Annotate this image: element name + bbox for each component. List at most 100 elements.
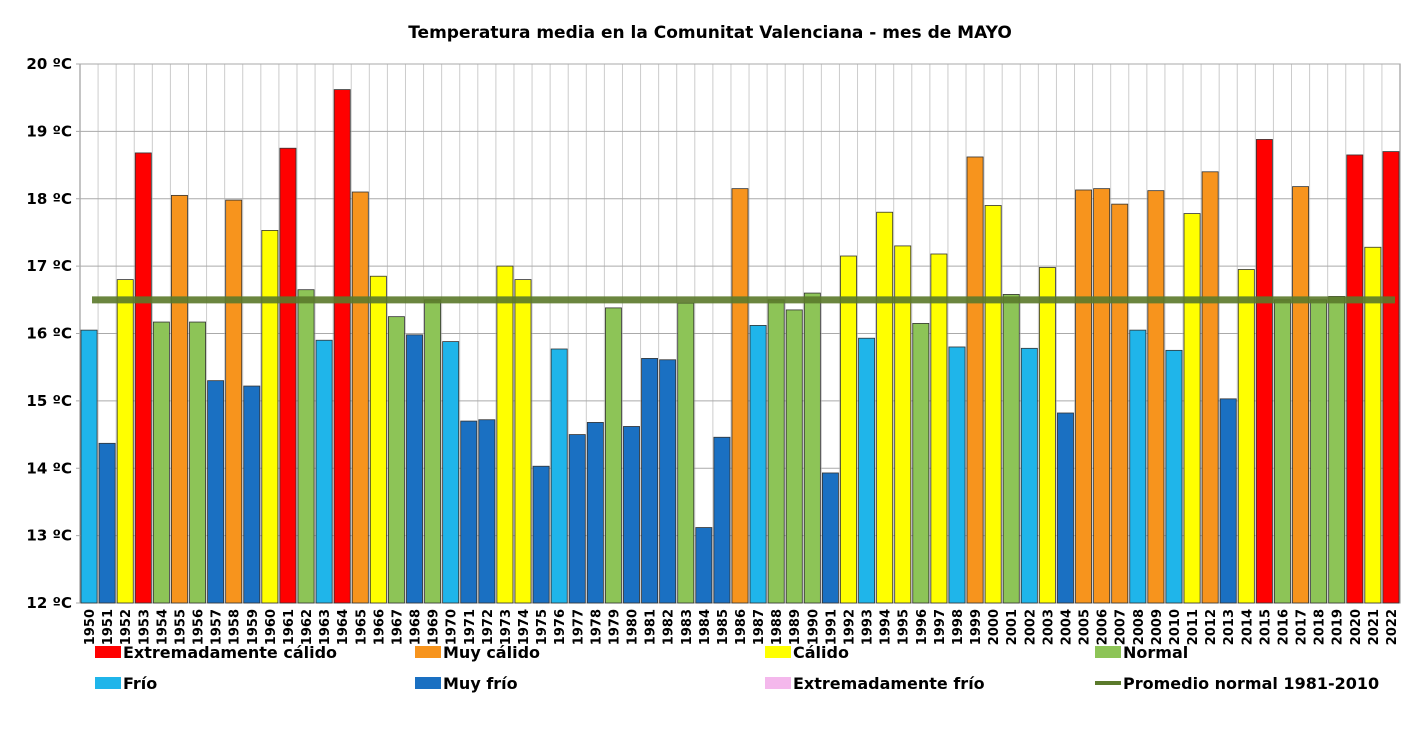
x-tick-label: 2017 xyxy=(1295,609,1310,645)
legend-swatch xyxy=(765,677,791,689)
bar xyxy=(496,265,514,604)
bar xyxy=(279,147,297,604)
x-tick-label: 1975 xyxy=(535,609,550,645)
bar xyxy=(1219,398,1237,604)
x-tick-label: 2021 xyxy=(1367,609,1382,645)
bar xyxy=(930,253,948,604)
x-tick-label: 2003 xyxy=(1041,609,1056,645)
bar xyxy=(912,322,930,604)
bar xyxy=(1201,171,1219,604)
bar xyxy=(641,358,659,604)
bar xyxy=(1328,296,1346,604)
bar xyxy=(1255,139,1273,604)
x-tick-label: 1991 xyxy=(824,609,839,645)
x-tick-label: 1959 xyxy=(246,609,261,645)
bar xyxy=(1020,347,1038,604)
bar xyxy=(1237,269,1255,604)
legend-swatch xyxy=(415,677,441,689)
bar xyxy=(695,527,713,604)
x-tick-label: 2020 xyxy=(1349,609,1364,645)
legend-label: Extremadamente cálido xyxy=(123,643,337,662)
legend-label: Normal xyxy=(1123,643,1188,662)
x-tick-label: 1957 xyxy=(210,609,225,645)
bar xyxy=(1165,349,1183,604)
bar xyxy=(1002,294,1020,604)
y-tick-label: 14 ºC xyxy=(26,459,72,477)
bar xyxy=(460,420,478,604)
legend-swatch xyxy=(95,677,121,689)
x-tick-label: 2000 xyxy=(987,609,1002,645)
x-tick-label: 2011 xyxy=(1186,609,1201,645)
bar xyxy=(586,422,604,604)
bar xyxy=(80,329,98,604)
x-tick-label: 2016 xyxy=(1276,609,1291,645)
legend-label: Extremadamente frío xyxy=(793,674,985,693)
x-tick-label: 1974 xyxy=(517,609,532,645)
x-tick-label: 1951 xyxy=(101,609,116,645)
y-tick-label: 13 ºC xyxy=(26,527,72,545)
legend-label: Muy cálido xyxy=(443,643,540,662)
bar xyxy=(749,325,767,604)
x-tick-label: 1972 xyxy=(481,609,496,645)
bar xyxy=(442,341,460,604)
legend-label: Promedio normal 1981-2010 xyxy=(1123,674,1379,693)
x-tick-label: 1967 xyxy=(390,609,405,645)
bar xyxy=(1129,329,1147,604)
bar xyxy=(840,255,857,604)
bar xyxy=(876,211,894,604)
legend-swatch xyxy=(415,646,441,658)
bar xyxy=(243,385,261,604)
bar xyxy=(134,152,152,604)
bar xyxy=(966,156,984,604)
bar xyxy=(550,348,568,604)
x-tick-label: 1954 xyxy=(155,609,170,645)
bar xyxy=(369,275,387,604)
x-tick-label: 1986 xyxy=(734,609,749,645)
bar xyxy=(731,188,749,604)
x-tick-label: 1966 xyxy=(372,609,387,645)
bar xyxy=(116,279,134,604)
x-tick-label: 1953 xyxy=(137,609,152,645)
x-tick-label: 1965 xyxy=(354,609,369,645)
x-tick-label: 1999 xyxy=(969,609,984,645)
bar xyxy=(948,346,966,604)
x-tick-label: 1955 xyxy=(173,609,188,645)
bar xyxy=(803,292,821,604)
x-tick-label: 2012 xyxy=(1204,609,1219,645)
x-tick-label: 1985 xyxy=(716,609,731,645)
bar xyxy=(406,334,423,604)
bar xyxy=(514,279,532,604)
bar xyxy=(821,472,839,604)
x-tick-label: 1968 xyxy=(409,609,424,645)
x-tick-label: 1989 xyxy=(788,609,803,645)
x-tick-label: 1981 xyxy=(644,609,659,645)
bar xyxy=(1075,189,1093,604)
x-tick-label: 1962 xyxy=(300,609,315,645)
x-tick-label: 1980 xyxy=(626,609,641,645)
x-tick-label: 1996 xyxy=(915,609,930,645)
x-tick-label: 2015 xyxy=(1258,609,1273,645)
y-tick-label: 12 ºC xyxy=(26,594,72,612)
bar xyxy=(623,426,640,604)
x-tick-label: 2004 xyxy=(1059,609,1074,645)
bar xyxy=(297,289,315,604)
y-tick-label: 20 ºC xyxy=(26,55,72,73)
x-tick-label: 1976 xyxy=(553,609,568,645)
bar xyxy=(171,194,188,604)
bar xyxy=(1038,267,1056,604)
bar xyxy=(152,321,170,604)
y-tick-label: 16 ºC xyxy=(26,325,72,343)
bar xyxy=(713,436,731,604)
legend-swatch xyxy=(765,646,791,658)
x-tick-label: 2013 xyxy=(1222,609,1237,645)
bar xyxy=(1183,213,1201,604)
bar xyxy=(478,419,496,604)
bar xyxy=(1382,151,1400,604)
bar xyxy=(1147,190,1165,604)
bar xyxy=(677,302,695,604)
x-tick-label: 2009 xyxy=(1150,609,1165,645)
chart-title: Temperatura media en la Comunitat Valenc… xyxy=(408,23,1012,43)
x-tick-label: 2010 xyxy=(1168,609,1183,645)
bar xyxy=(1057,412,1074,604)
bar xyxy=(98,442,116,604)
